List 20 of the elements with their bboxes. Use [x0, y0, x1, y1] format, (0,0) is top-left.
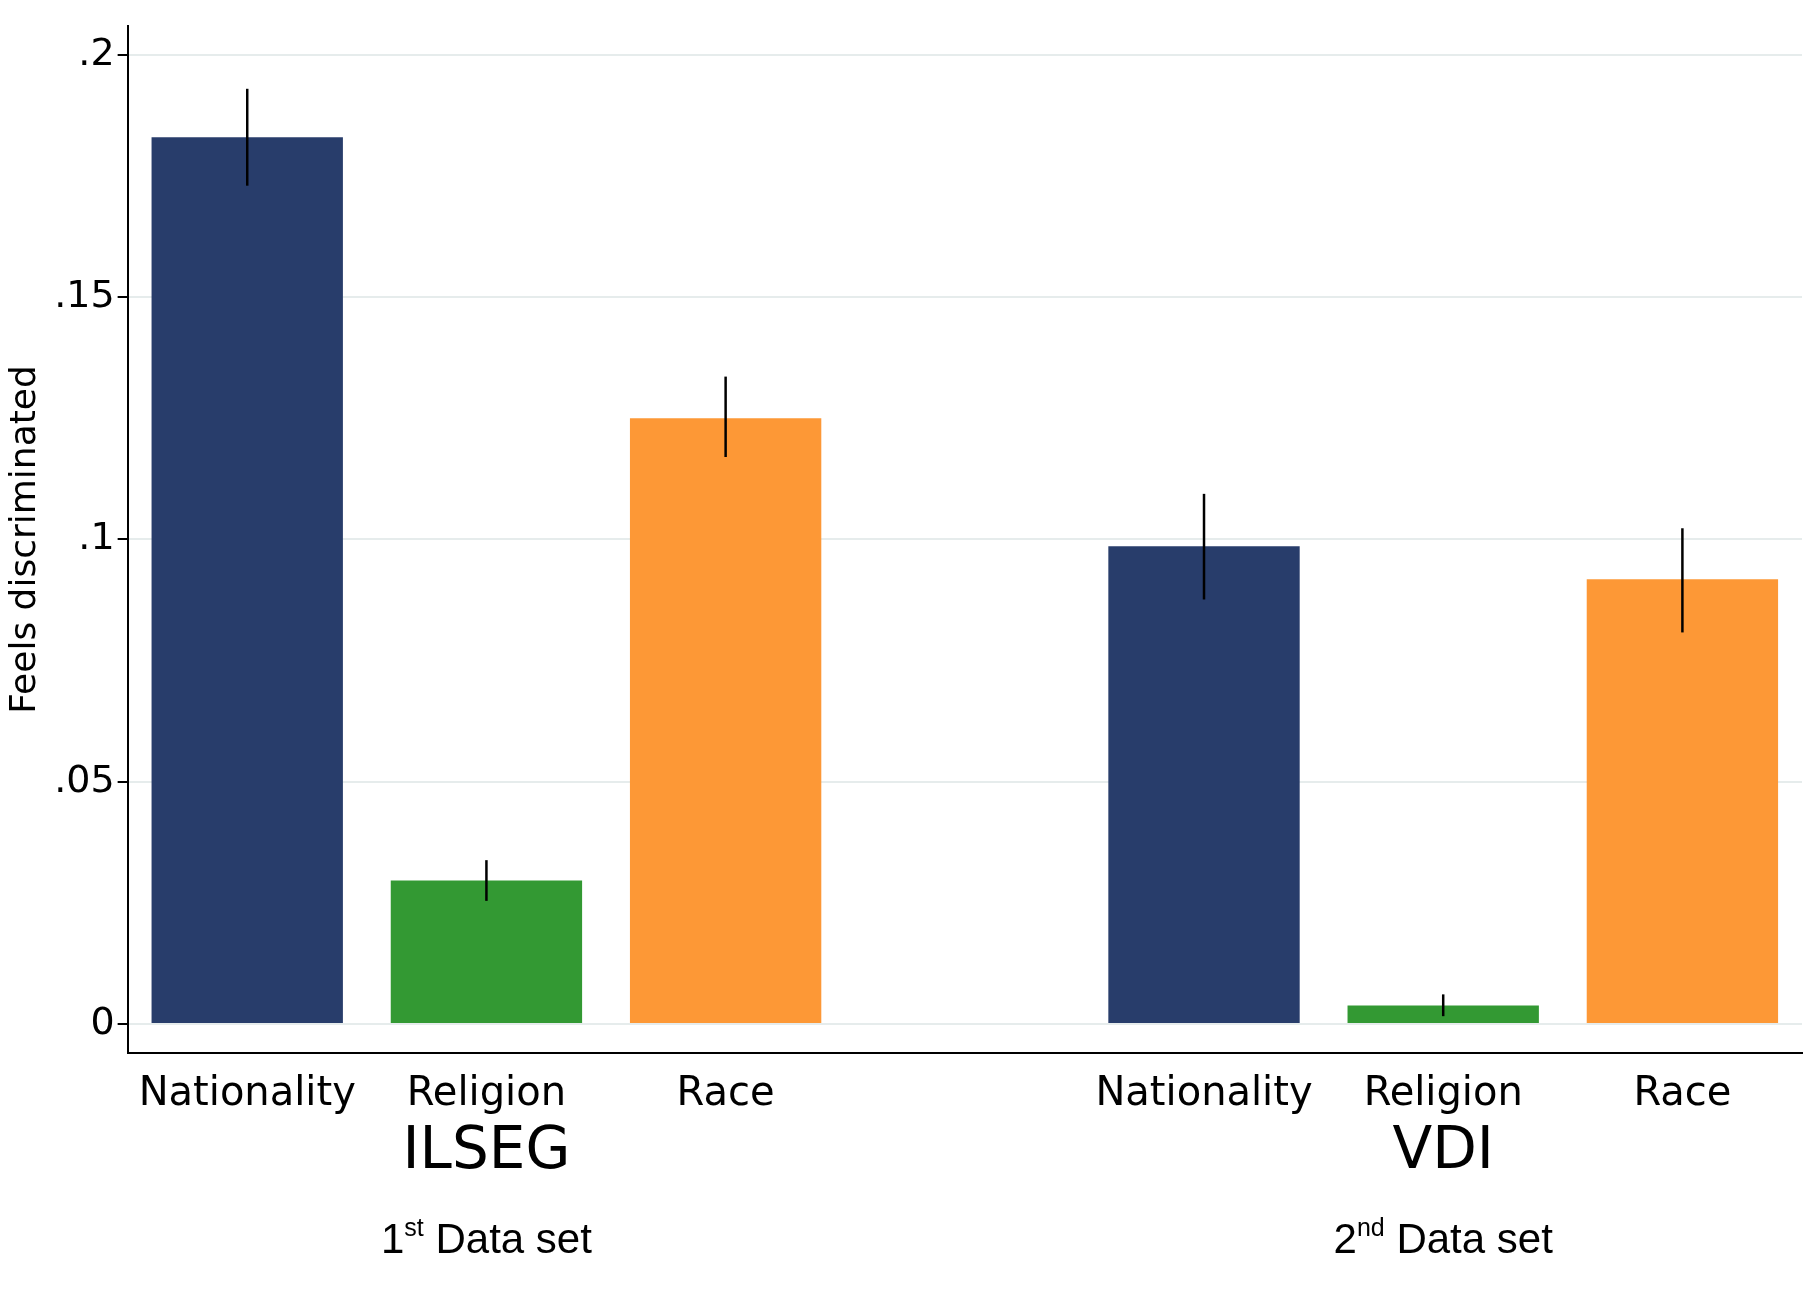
- text: VDI: [1392, 1114, 1494, 1182]
- y-tick-label: 0: [90, 998, 115, 1043]
- bar: [390, 880, 583, 1023]
- y-tick-label: .2: [78, 29, 115, 74]
- bar: [151, 137, 343, 1023]
- x-tick-label: Race: [1633, 1068, 1732, 1115]
- bar: [1108, 546, 1300, 1023]
- text: ILSEG: [402, 1114, 571, 1182]
- y-tick-label: .15: [54, 272, 115, 317]
- y-tick-label: .05: [54, 756, 115, 801]
- bar: [1347, 1005, 1539, 1023]
- y-tick-label: .1: [78, 514, 115, 559]
- x-tick-label: Race: [676, 1068, 775, 1115]
- bar: [1586, 579, 1779, 1023]
- x-tick-label: Religion: [1363, 1068, 1523, 1115]
- x-tick-label: Nationality: [1095, 1068, 1313, 1115]
- bar: [629, 418, 822, 1023]
- y-axis-title: Feels discriminated: [1, 365, 43, 714]
- x-tick-label: Nationality: [138, 1068, 356, 1115]
- x-tick-label: Religion: [406, 1068, 567, 1115]
